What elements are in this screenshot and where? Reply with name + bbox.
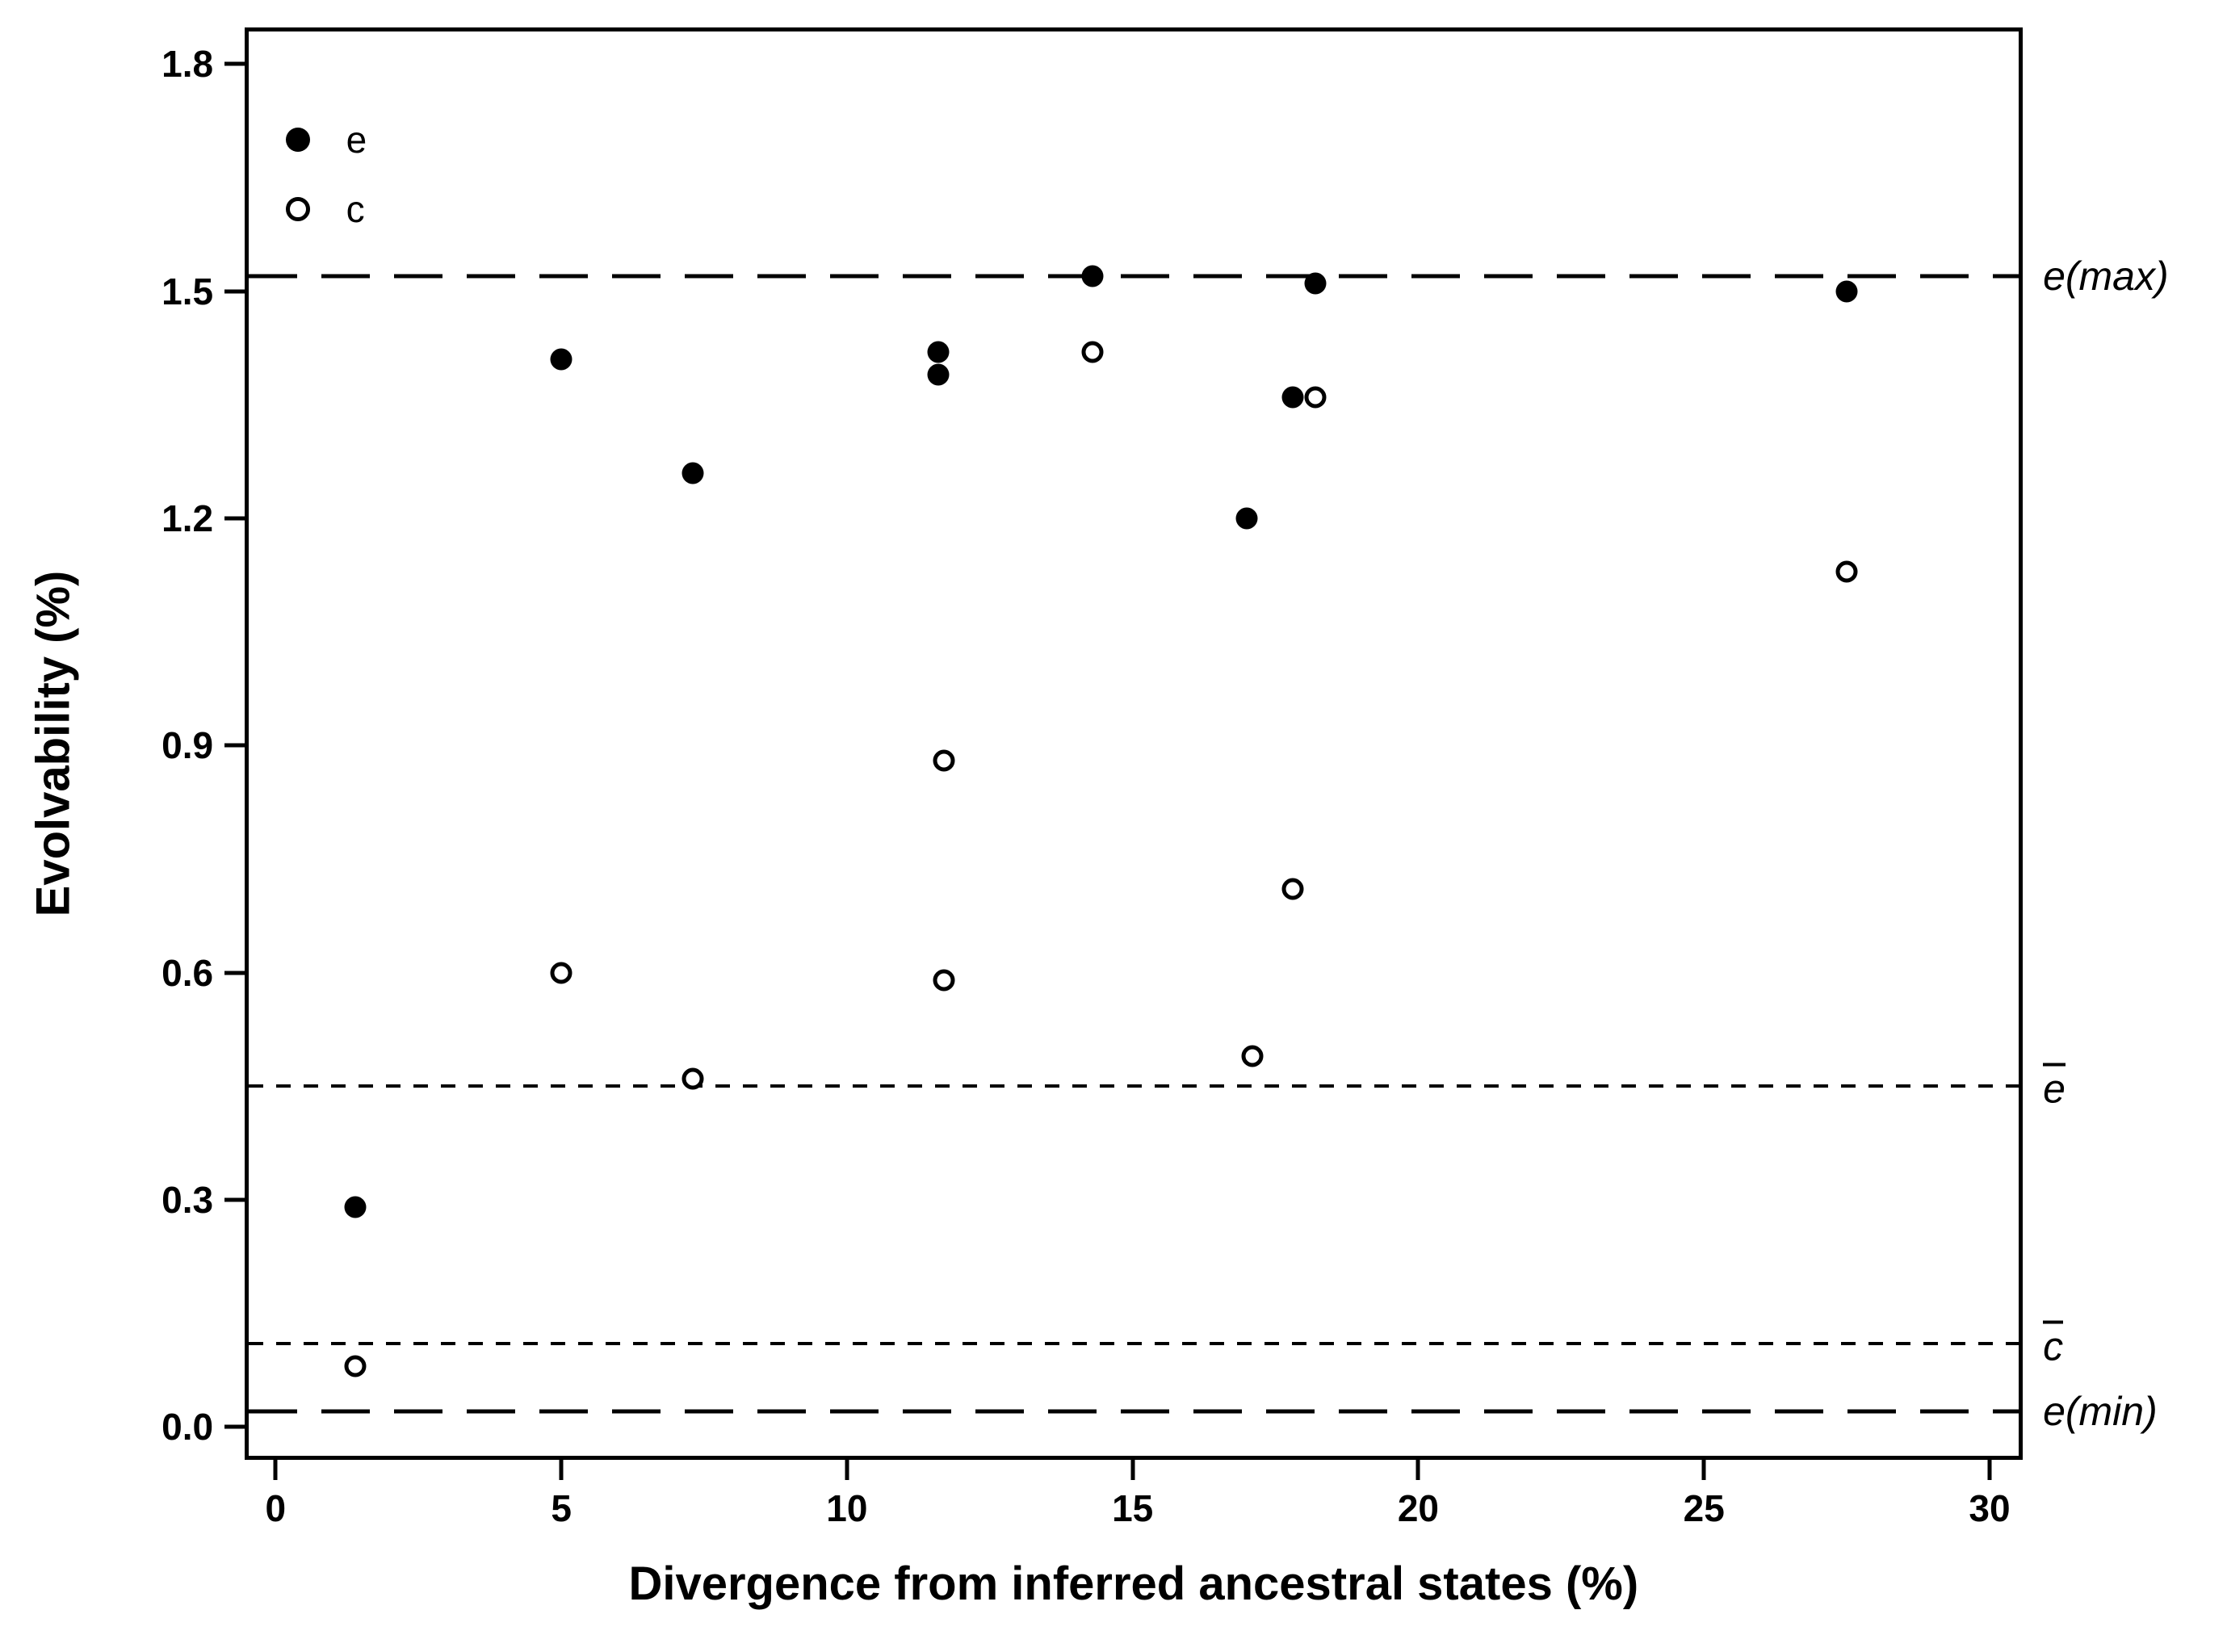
reference-label-emin: e(min): [2043, 1389, 2158, 1435]
x-tick-mark: [1130, 1455, 1135, 1480]
data-point-e: [1835, 280, 1858, 303]
y-tick-mark: [224, 743, 250, 748]
y-tick-label: 1.5: [161, 270, 214, 312]
reference-line-e: [249, 1084, 2019, 1088]
y-tick-label: 0.0: [161, 1406, 214, 1449]
x-axis-title: Divergence from inferred ancestral state…: [628, 1558, 1639, 1610]
x-tick-label: 20: [1397, 1486, 1440, 1529]
y-tick-label: 0.9: [161, 724, 214, 767]
x-tick-mark: [1701, 1455, 1706, 1480]
reference-label-e: e: [2043, 1063, 2066, 1109]
data-point-c: [344, 1355, 367, 1377]
x-tick-label: 10: [826, 1486, 868, 1529]
y-tick-mark: [224, 1424, 250, 1429]
x-tick-mark: [559, 1455, 564, 1480]
y-tick-mark: [224, 971, 250, 975]
data-point-c: [1835, 560, 1858, 583]
data-point-e: [927, 363, 950, 386]
x-tick-mark: [845, 1455, 849, 1480]
data-point-c: [1241, 1045, 1264, 1067]
legend-label-e: e: [346, 119, 367, 161]
data-point-e: [1304, 272, 1327, 295]
y-tick-label: 0.6: [161, 951, 214, 994]
data-point-e: [1281, 386, 1304, 409]
x-tick-label: 30: [1969, 1486, 2011, 1529]
x-tick-label: 25: [1683, 1486, 1725, 1529]
y-tick-label: 1.8: [161, 43, 214, 86]
plot-area: e c e(max) e c e(min) 0 5 10 15 20 25 30 1.8 1.5 1.2 0…: [161, 27, 2169, 1529]
x-tick-label: 5: [551, 1486, 572, 1529]
data-point-c: [933, 969, 955, 992]
data-point-c: [1304, 386, 1327, 409]
reference-line-emin: [249, 1409, 2019, 1414]
legend-open-circle-icon: [286, 197, 311, 222]
y-tick-mark: [224, 1197, 250, 1202]
data-point-c: [682, 1067, 704, 1090]
reference-line-c: [249, 1342, 2019, 1346]
reference-line-emax: [249, 274, 2019, 279]
data-point-e: [1235, 507, 1258, 530]
legend-label-c: c: [346, 188, 365, 231]
data-point-e: [550, 348, 572, 371]
x-tick-mark: [1987, 1455, 1992, 1480]
x-tick-mark: [273, 1455, 278, 1480]
data-point-e: [927, 341, 950, 363]
y-tick-label: 1.2: [161, 497, 214, 539]
data-point-e: [344, 1196, 367, 1218]
x-tick-mark: [1415, 1455, 1420, 1480]
data-point-c: [933, 749, 955, 772]
data-point-c: [550, 962, 572, 984]
y-axis-title: Evolvability (%): [27, 570, 80, 917]
data-point-c: [1081, 341, 1104, 363]
data-point-c: [1281, 878, 1304, 900]
data-point-e: [682, 462, 704, 484]
x-tick-label: 15: [1112, 1486, 1154, 1529]
legend-filled-circle-icon: [286, 128, 311, 152]
y-tick-mark: [224, 61, 250, 66]
y-tick-mark: [224, 289, 250, 294]
y-tick-label: 0.3: [161, 1178, 214, 1221]
x-tick-label: 0: [265, 1486, 287, 1529]
reference-label-emax: e(max): [2043, 253, 2169, 299]
y-tick-mark: [224, 516, 250, 521]
data-point-e: [1081, 265, 1104, 287]
reference-label-c: c: [2043, 1320, 2064, 1367]
